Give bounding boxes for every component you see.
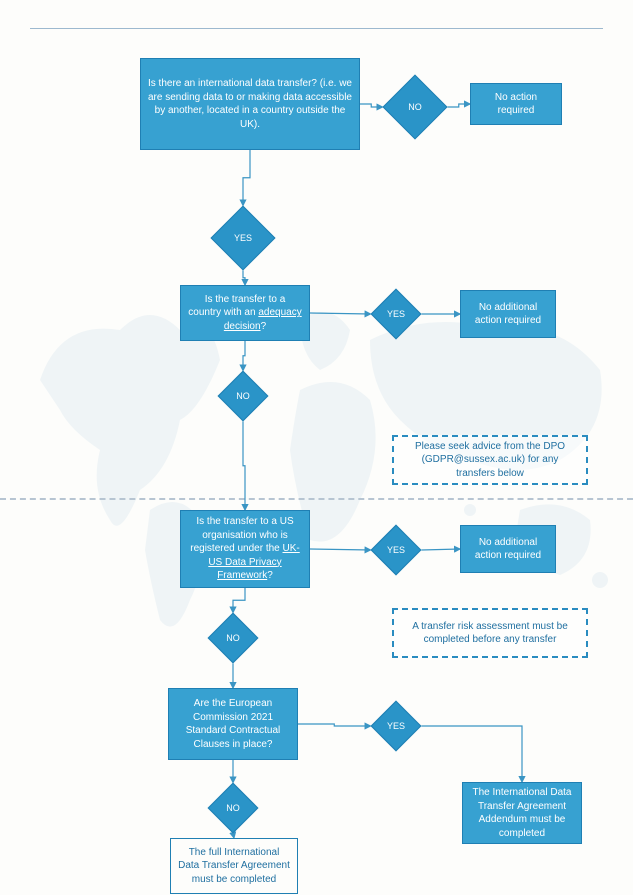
q3-pre: Is the transfer to a US organisation who… (190, 516, 293, 554)
decision-label: YES (220, 215, 266, 261)
decision-d2_yes: YES (378, 296, 414, 332)
q2-post: ? (261, 321, 267, 332)
decision-d1_yes: YES (220, 215, 266, 261)
r4yes-text: The International Data Transfer Agreemen… (469, 786, 575, 840)
note-note1: Please seek advice from the DPO (GDPR@su… (392, 435, 588, 485)
decision-d3_yes: YES (378, 532, 414, 568)
decision-d1_no: NO (392, 84, 438, 130)
decision-label: YES (378, 708, 414, 744)
r2-text: No additional action required (467, 301, 549, 328)
decision-label: YES (378, 532, 414, 568)
decision-d4_no: NO (215, 790, 251, 826)
node-r4_yes: The International Data Transfer Agreemen… (462, 782, 582, 844)
decision-label: NO (215, 620, 251, 656)
r1-text: No action required (477, 91, 555, 118)
node-q3: Is the transfer to a US organisation who… (180, 510, 310, 588)
decision-d2_no: NO (225, 378, 261, 414)
decision-label: NO (225, 378, 261, 414)
node-r4_no: The full International Data Transfer Agr… (170, 838, 298, 894)
node-r2: No additional action required (460, 290, 556, 338)
node-q1: Is there an international data transfer?… (140, 58, 360, 150)
q1-text: Is there an international data transfer?… (147, 77, 353, 131)
node-r3: No additional action required (460, 525, 556, 573)
r3-text: No additional action required (467, 536, 549, 563)
q3-text: Is the transfer to a US organisation who… (187, 515, 303, 583)
node-r1: No action required (470, 83, 562, 125)
node-q2: Is the transfer to a country with an ade… (180, 285, 310, 341)
note-note2: A transfer risk assessment must be compl… (392, 608, 588, 658)
decision-d4_yes: YES (378, 708, 414, 744)
q2-text: Is the transfer to a country with an ade… (187, 293, 303, 334)
q3-post: ? (267, 570, 273, 581)
node-q4: Are the European Commission 2021 Standar… (168, 688, 298, 760)
decision-d3_no: NO (215, 620, 251, 656)
decision-label: NO (215, 790, 251, 826)
flowchart-container: Is there an international data transfer?… (0, 0, 633, 895)
decision-label: NO (392, 84, 438, 130)
decision-label: YES (378, 296, 414, 332)
q4-text: Are the European Commission 2021 Standar… (175, 697, 291, 751)
